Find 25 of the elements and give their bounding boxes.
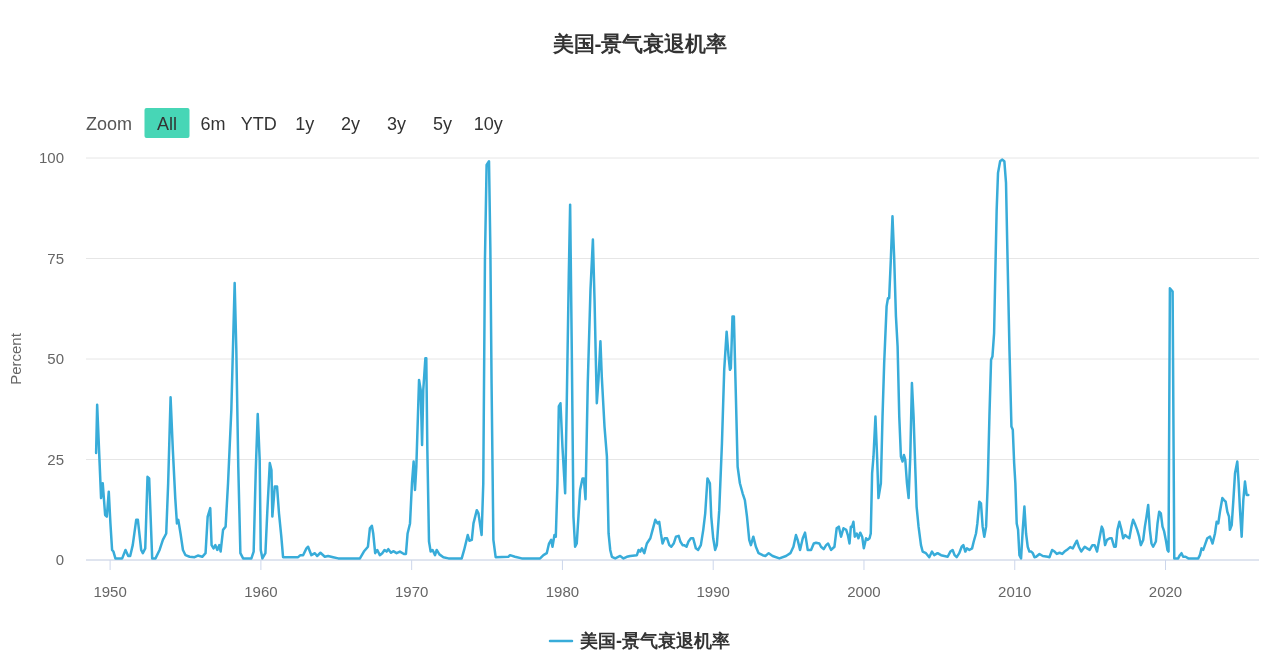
button-label: YTD xyxy=(240,114,277,134)
button-label: All xyxy=(157,114,177,134)
ylabel: Percent xyxy=(7,333,24,385)
button-label: 3y xyxy=(387,114,406,134)
x-tick-label: 1960 xyxy=(244,583,278,600)
x-tick-label: 1980 xyxy=(545,583,580,600)
x-tick-label: 2010 xyxy=(998,583,1032,600)
button-label: 2y xyxy=(341,114,361,134)
x-tick-label: 2020 xyxy=(1148,583,1183,600)
x-tick-label: 1990 xyxy=(696,583,730,600)
y-tick-label: 25 xyxy=(47,450,64,468)
title: 美国-景气衰退机率 xyxy=(552,32,728,55)
button-label: 5y xyxy=(432,114,452,134)
button-label: 10y xyxy=(473,114,503,134)
x-tick-label: 1950 xyxy=(93,583,127,600)
button-label: 1y xyxy=(295,114,315,134)
button-label: 6m xyxy=(200,114,226,134)
legend-label: 美国-景气衰退机率 xyxy=(580,631,730,651)
range-label: Zoom xyxy=(86,114,132,134)
y-tick-label: 75 xyxy=(47,249,64,267)
y-tick-label: 0 xyxy=(55,551,64,568)
y-tick-label: 50 xyxy=(47,350,64,367)
x-tick-label: 2000 xyxy=(847,583,881,600)
y-tick-label: 100 xyxy=(38,149,64,166)
x-tick-label: 1970 xyxy=(395,583,429,600)
